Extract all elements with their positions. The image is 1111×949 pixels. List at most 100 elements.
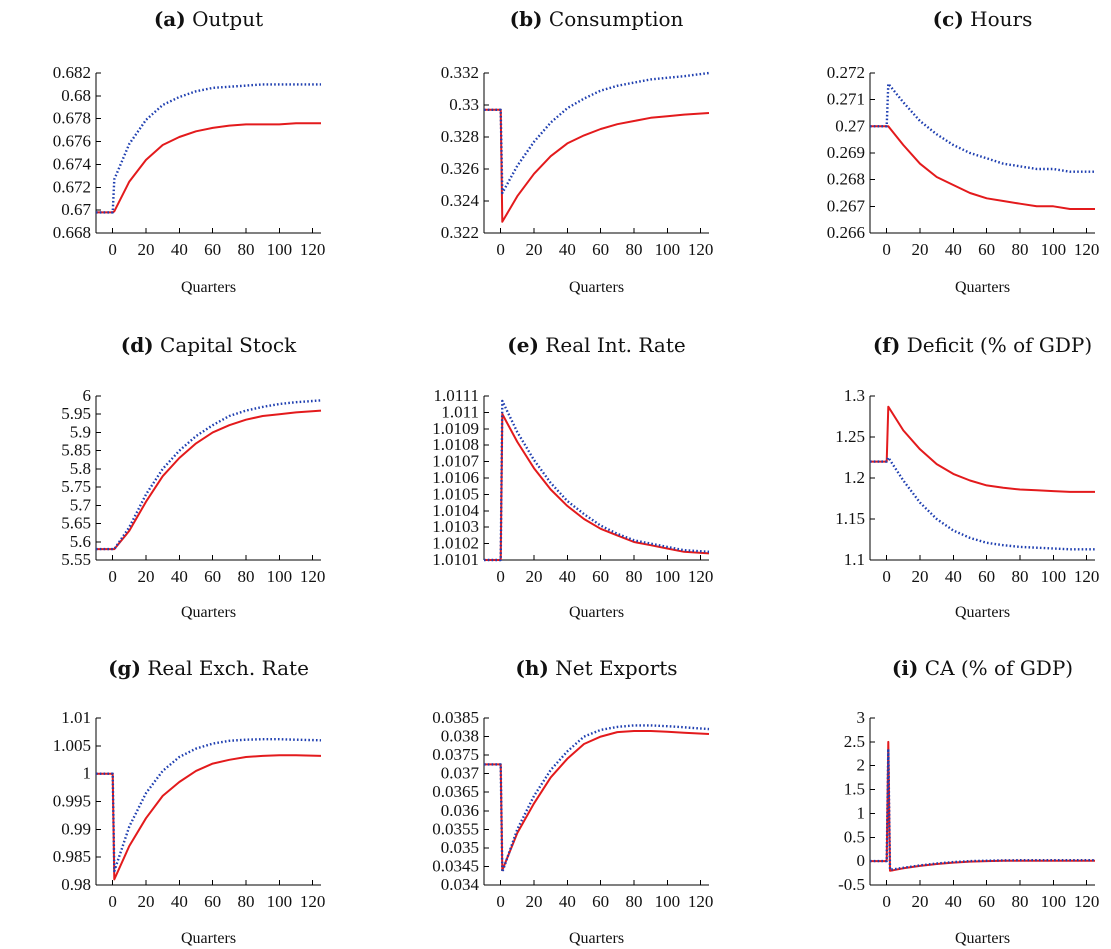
- x-tick-label: 80: [1012, 240, 1029, 259]
- panel-e: (e) Real Int. Rate1.01011.01021.01031.01…: [432, 333, 713, 621]
- x-tick-label: 40: [945, 240, 962, 259]
- x-tick-label: 40: [559, 240, 576, 259]
- y-tick-label: 0.267: [827, 196, 866, 215]
- x-tick-label: 40: [171, 240, 188, 259]
- series-line-2: [870, 82, 1095, 173]
- panel-title-text: Consumption: [543, 7, 684, 31]
- x-axis-label: Quarters: [955, 930, 1010, 947]
- x-tick-label: 100: [1041, 240, 1067, 259]
- series-line-1: [870, 125, 1095, 210]
- y-tick-label: 1.0106: [432, 468, 479, 487]
- x-tick-label: 20: [912, 240, 929, 259]
- y-tick-label: 1.15: [835, 509, 865, 528]
- y-tick-label: 5.65: [61, 514, 91, 533]
- x-tick-label: 120: [300, 567, 326, 586]
- y-tick-label: 1.0101: [432, 550, 479, 569]
- y-tick-label: 5.75: [61, 477, 91, 496]
- y-tick-label: 5.7: [70, 495, 92, 514]
- series-line-1: [870, 405, 1095, 493]
- y-tick-label: 0.038: [441, 727, 479, 746]
- y-tick-label: 0.266: [827, 223, 865, 242]
- y-tick-label: 0.676: [53, 132, 91, 151]
- x-tick-label: 120: [688, 567, 714, 586]
- series-line-2: [484, 724, 710, 874]
- series-line-2: [96, 738, 322, 873]
- x-tick-label: 20: [526, 240, 543, 259]
- y-tick-label: 5.9: [70, 422, 91, 441]
- x-tick-label: 100: [267, 240, 293, 259]
- y-tick-label: 1.0111: [434, 386, 480, 405]
- panel-title: (i) CA (% of GDP): [892, 656, 1073, 680]
- panel-title-text: Capital Stock: [154, 333, 297, 357]
- x-tick-label: 0: [882, 567, 891, 586]
- y-tick-label: 5.95: [61, 404, 91, 423]
- y-tick-label: 0.324: [441, 191, 480, 210]
- x-tick-label: 60: [204, 567, 221, 586]
- y-tick-label: 0.035: [441, 838, 479, 857]
- x-tick-label: 60: [592, 892, 609, 911]
- x-tick-label: 40: [945, 892, 962, 911]
- y-tick-label: 1.005: [53, 736, 91, 755]
- y-tick-label: 1.5: [844, 780, 865, 799]
- y-tick-label: 2: [857, 756, 866, 775]
- y-tick-label: 1.0107: [432, 452, 479, 471]
- x-tick-label: 20: [526, 567, 543, 586]
- series-line-1: [484, 108, 710, 223]
- panel-title-text: Real Int. Rate: [539, 333, 686, 357]
- x-axis-label: Quarters: [181, 279, 236, 296]
- x-tick-label: 120: [688, 892, 714, 911]
- series-line-2: [484, 399, 710, 562]
- panel-title: (b) Consumption: [510, 7, 684, 31]
- panel-title: (d) Capital Stock: [121, 333, 297, 357]
- y-tick-label: 0.322: [441, 223, 479, 242]
- y-tick-label: 1.2: [844, 468, 865, 487]
- y-tick-label: 5.8: [70, 459, 91, 478]
- y-tick-label: 0.272: [827, 63, 865, 82]
- panel-c: (c) Hours 0.266 0.267 0.268 0.269 0.27 0.271 0.…: [827, 7, 1100, 296]
- x-tick-label: 60: [978, 892, 995, 911]
- y-tick-label: 0.326: [441, 159, 479, 178]
- x-tick-label: 40: [559, 892, 576, 911]
- panel-title: (e) Real Int. Rate: [507, 333, 685, 357]
- series-line-2: [870, 747, 1095, 871]
- x-axis-label: Quarters: [955, 279, 1010, 296]
- y-tick-label: 1.01: [61, 708, 91, 727]
- series-line-2: [96, 399, 322, 551]
- y-tick-label: 0.0355: [432, 819, 479, 838]
- y-tick-label: 1.1: [844, 550, 865, 569]
- panel-title-text: Hours: [964, 7, 1033, 31]
- panel-tag: (h): [515, 656, 548, 680]
- series-line-2: [870, 456, 1095, 551]
- y-tick-label: 1.25: [835, 427, 865, 446]
- x-tick-label: 0: [496, 240, 505, 259]
- panel-tag: (i): [892, 656, 919, 680]
- y-tick-label: -0.5: [838, 875, 865, 894]
- x-tick-label: 100: [655, 892, 681, 911]
- x-tick-label: 120: [1074, 892, 1100, 911]
- y-tick-label: 0.27: [835, 116, 865, 135]
- x-tick-label: 60: [204, 240, 221, 259]
- panel-h: (h) Net Exports0.0340.03450.0350.03550.0…: [432, 656, 713, 947]
- series-line-2: [96, 83, 321, 214]
- x-tick-label: 0: [108, 567, 117, 586]
- y-tick-label: 0.0375: [432, 745, 479, 764]
- y-tick-label: 0.269: [827, 143, 865, 162]
- x-tick-label: 80: [1012, 567, 1029, 586]
- x-tick-label: 100: [655, 240, 681, 259]
- y-tick-label: 5.6: [70, 532, 91, 551]
- x-tick-label: 120: [1074, 567, 1100, 586]
- x-tick-label: 0: [882, 892, 891, 911]
- x-tick-label: 80: [238, 892, 255, 911]
- x-axis-label: Quarters: [569, 930, 624, 947]
- y-tick-label: 1: [857, 803, 866, 822]
- x-tick-label: 60: [204, 892, 221, 911]
- series-line-1: [870, 740, 1095, 872]
- x-tick-label: 100: [1041, 892, 1067, 911]
- x-tick-label: 60: [592, 240, 609, 259]
- y-tick-label: 1.3: [844, 386, 865, 405]
- x-tick-label: 20: [138, 240, 155, 259]
- y-tick-label: 0.985: [53, 847, 91, 866]
- x-axis-label: Quarters: [181, 930, 236, 947]
- y-tick-label: 0.0345: [432, 856, 479, 875]
